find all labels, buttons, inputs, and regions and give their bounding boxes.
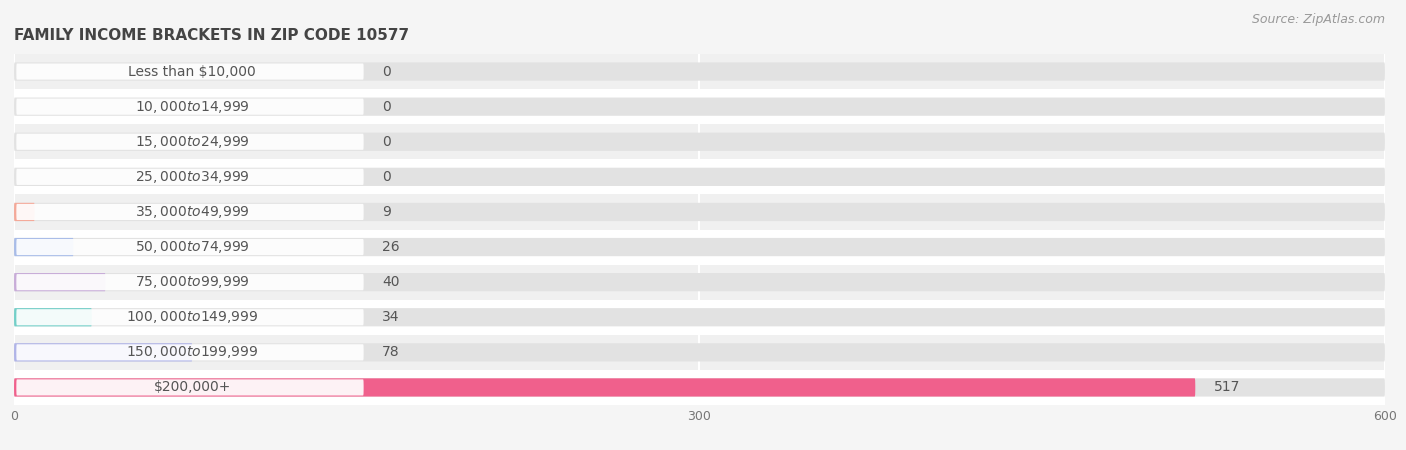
Text: 9: 9 xyxy=(382,205,391,219)
FancyBboxPatch shape xyxy=(17,204,364,220)
FancyBboxPatch shape xyxy=(17,134,364,150)
FancyBboxPatch shape xyxy=(14,168,1385,186)
FancyBboxPatch shape xyxy=(17,379,364,396)
FancyBboxPatch shape xyxy=(14,238,1385,256)
FancyBboxPatch shape xyxy=(17,309,364,325)
Text: 0: 0 xyxy=(382,99,391,114)
Bar xyxy=(14,370,1385,405)
Text: $35,000 to $49,999: $35,000 to $49,999 xyxy=(135,204,250,220)
FancyBboxPatch shape xyxy=(17,99,364,115)
FancyBboxPatch shape xyxy=(14,238,73,256)
FancyBboxPatch shape xyxy=(14,308,1385,326)
Text: 0: 0 xyxy=(382,170,391,184)
FancyBboxPatch shape xyxy=(17,274,364,290)
FancyBboxPatch shape xyxy=(17,63,364,80)
FancyBboxPatch shape xyxy=(14,343,1385,361)
FancyBboxPatch shape xyxy=(14,343,193,361)
FancyBboxPatch shape xyxy=(14,203,35,221)
Bar xyxy=(14,124,1385,159)
FancyBboxPatch shape xyxy=(14,378,1195,396)
FancyBboxPatch shape xyxy=(14,203,1385,221)
Text: $75,000 to $99,999: $75,000 to $99,999 xyxy=(135,274,250,290)
FancyBboxPatch shape xyxy=(17,169,364,185)
Bar xyxy=(14,265,1385,300)
Text: $15,000 to $24,999: $15,000 to $24,999 xyxy=(135,134,250,150)
FancyBboxPatch shape xyxy=(14,273,105,291)
FancyBboxPatch shape xyxy=(14,308,91,326)
Text: $100,000 to $149,999: $100,000 to $149,999 xyxy=(127,309,259,325)
FancyBboxPatch shape xyxy=(14,378,1385,396)
Text: $200,000+: $200,000+ xyxy=(153,380,231,395)
FancyBboxPatch shape xyxy=(14,98,1385,116)
FancyBboxPatch shape xyxy=(14,133,1385,151)
Bar xyxy=(14,159,1385,194)
Text: 78: 78 xyxy=(382,345,399,360)
Bar xyxy=(14,89,1385,124)
Text: 26: 26 xyxy=(382,240,399,254)
FancyBboxPatch shape xyxy=(14,63,1385,81)
Text: 517: 517 xyxy=(1213,380,1240,395)
Text: 40: 40 xyxy=(382,275,399,289)
Text: 0: 0 xyxy=(382,135,391,149)
Text: FAMILY INCOME BRACKETS IN ZIP CODE 10577: FAMILY INCOME BRACKETS IN ZIP CODE 10577 xyxy=(14,28,409,43)
Bar xyxy=(14,54,1385,89)
Bar xyxy=(14,230,1385,265)
FancyBboxPatch shape xyxy=(17,239,364,255)
Text: $25,000 to $34,999: $25,000 to $34,999 xyxy=(135,169,250,185)
Text: Source: ZipAtlas.com: Source: ZipAtlas.com xyxy=(1251,14,1385,27)
Bar xyxy=(14,300,1385,335)
Text: $150,000 to $199,999: $150,000 to $199,999 xyxy=(127,344,259,360)
FancyBboxPatch shape xyxy=(17,344,364,360)
Bar xyxy=(14,335,1385,370)
Bar xyxy=(14,194,1385,230)
Text: 0: 0 xyxy=(382,64,391,79)
Text: $50,000 to $74,999: $50,000 to $74,999 xyxy=(135,239,250,255)
Text: 34: 34 xyxy=(382,310,399,324)
Text: Less than $10,000: Less than $10,000 xyxy=(128,64,256,79)
Text: $10,000 to $14,999: $10,000 to $14,999 xyxy=(135,99,250,115)
FancyBboxPatch shape xyxy=(14,273,1385,291)
